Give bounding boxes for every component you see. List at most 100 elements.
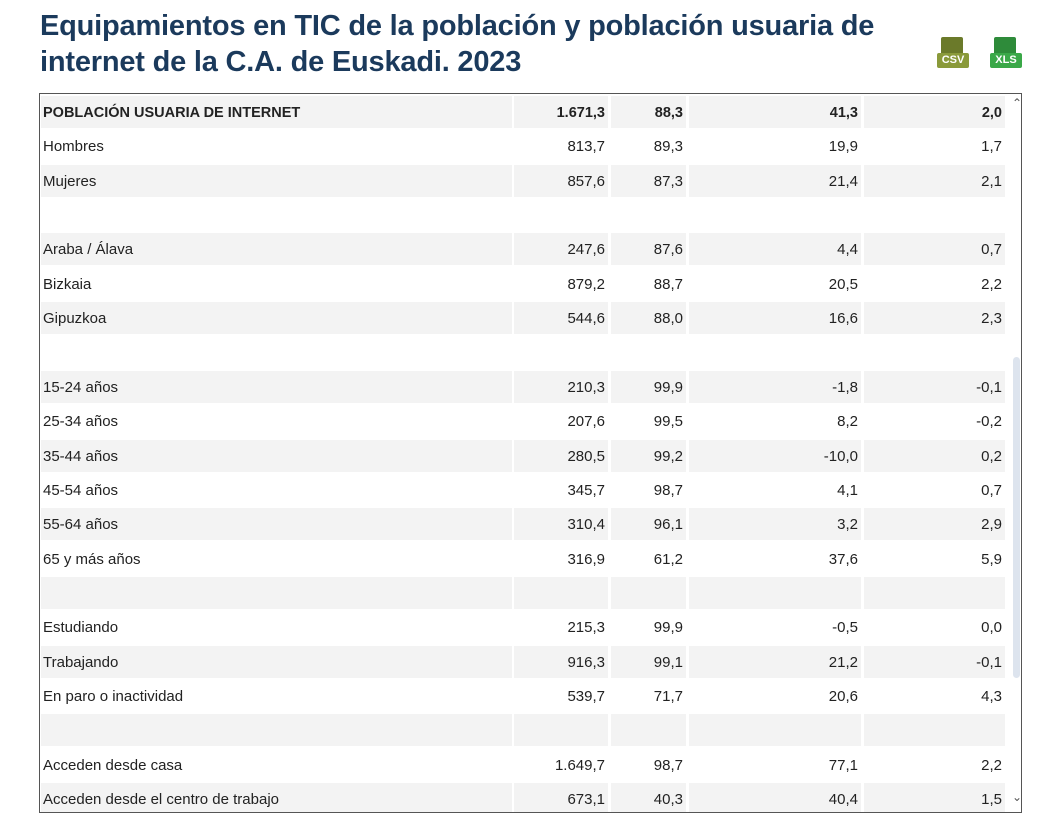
empty-cell: [611, 199, 686, 232]
empty-cell: [514, 714, 608, 747]
icon-label: CSV: [937, 53, 969, 68]
row-label: POBLACIÓN USUARIA DE INTERNET: [41, 96, 512, 128]
empty-cell: [689, 576, 861, 609]
table-cell: 98,7: [611, 473, 686, 506]
table-cell: 61,2: [611, 542, 686, 575]
row-label: 55-64 años: [41, 508, 512, 541]
table-cell: 857,6: [514, 164, 608, 197]
table-cell: -1,8: [689, 370, 861, 403]
table-cell: 19,9: [689, 130, 861, 163]
table-cell: 2,2: [864, 267, 1005, 300]
row-label: Hombres: [41, 130, 512, 163]
row-label: 25-34 años: [41, 405, 512, 438]
table-cell: 316,9: [514, 542, 608, 575]
table-cell: 4,1: [689, 473, 861, 506]
table-cell: 41,3: [689, 96, 861, 128]
empty-cell: [514, 336, 608, 369]
table-cell: -0,1: [864, 645, 1005, 678]
table-cell: 673,1: [514, 783, 608, 812]
empty-cell: [864, 576, 1005, 609]
table-cell: 20,6: [689, 679, 861, 712]
table-cell: 37,6: [689, 542, 861, 575]
table-cell: 77,1: [689, 748, 861, 781]
table-cell: 4,3: [864, 679, 1005, 712]
table-cell: 99,2: [611, 439, 686, 472]
table-cell: 2,0: [864, 96, 1005, 128]
table-cell: 87,3: [611, 164, 686, 197]
row-label: Araba / Álava: [41, 233, 512, 266]
table-cell: -0,2: [864, 405, 1005, 438]
row-label: Bizkaia: [41, 267, 512, 300]
table-cell: 88,3: [611, 96, 686, 128]
row-label: Trabajando: [41, 645, 512, 678]
table-container[interactable]: ⌃ ⌄ POBLACIÓN USUARIA DE INTERNET 1.671,3…: [39, 93, 1022, 813]
scrollbar-thumb[interactable]: [1013, 357, 1020, 678]
table-cell: 0,0: [864, 611, 1005, 644]
table-cell: 2,3: [864, 302, 1005, 335]
table-cell: 2,2: [864, 748, 1005, 781]
empty-cell: [514, 576, 608, 609]
page-title: Equipamientos en TIC de la población y p…: [40, 10, 875, 78]
empty-cell: [41, 199, 512, 232]
empty-cell: [514, 199, 608, 232]
row-label: Estudiando: [41, 611, 512, 644]
table-cell: 280,5: [514, 439, 608, 472]
table-cell: 539,7: [514, 679, 608, 712]
empty-cell: [689, 199, 861, 232]
table-cell: 99,5: [611, 405, 686, 438]
empty-cell: [689, 336, 861, 369]
icon-label: XLS: [990, 53, 1022, 68]
table-cell: 40,4: [689, 783, 861, 812]
table-cell: 210,3: [514, 370, 608, 403]
table-cell: 916,3: [514, 645, 608, 678]
row-label: Acceden desde casa: [41, 748, 512, 781]
table-cell: 88,7: [611, 267, 686, 300]
empty-cell: [611, 576, 686, 609]
table-cell: -0,5: [689, 611, 861, 644]
table-cell: 1,7: [864, 130, 1005, 163]
empty-cell: [41, 714, 512, 747]
xls-download[interactable]: XLS: [990, 37, 1022, 73]
table-cell: 88,0: [611, 302, 686, 335]
table-cell: 247,6: [514, 233, 608, 266]
table-cell: 99,1: [611, 645, 686, 678]
table-cell: 1.649,7: [514, 748, 608, 781]
table-cell: 544,6: [514, 302, 608, 335]
row-label: En paro o inactividad: [41, 679, 512, 712]
table-cell: 4,4: [689, 233, 861, 266]
table-cell: 71,7: [611, 679, 686, 712]
table-cell: 3,2: [689, 508, 861, 541]
table-cell: 96,1: [611, 508, 686, 541]
empty-cell: [611, 336, 686, 369]
table-cell: -10,0: [689, 439, 861, 472]
empty-cell: [689, 714, 861, 747]
table-cell: 0,2: [864, 439, 1005, 472]
table-cell: 0,7: [864, 473, 1005, 506]
table-cell: 813,7: [514, 130, 608, 163]
empty-cell: [864, 714, 1005, 747]
scroll-up[interactable]: ⌃: [1012, 96, 1022, 110]
table-cell: 2,9: [864, 508, 1005, 541]
table-cell: 5,9: [864, 542, 1005, 575]
empty-cell: [41, 336, 512, 369]
scroll-down[interactable]: ⌄: [1012, 790, 1022, 804]
row-label: 15-24 años: [41, 370, 512, 403]
row-label: 65 y más años: [41, 542, 512, 575]
row-label: 45-54 años: [41, 473, 512, 506]
table-cell: 21,2: [689, 645, 861, 678]
table-cell: 215,3: [514, 611, 608, 644]
csv-download[interactable]: CSV: [937, 37, 969, 73]
table-cell: 89,3: [611, 130, 686, 163]
table-cell: 345,7: [514, 473, 608, 506]
table-cell: 2,1: [864, 164, 1005, 197]
table-cell: 99,9: [611, 370, 686, 403]
table-cell: 98,7: [611, 748, 686, 781]
row-label: Gipuzkoa: [41, 302, 512, 335]
table-cell: 20,5: [689, 267, 861, 300]
row-label: 35-44 años: [41, 439, 512, 472]
row-label: Acceden desde el centro de trabajo: [41, 783, 512, 812]
table-cell: 8,2: [689, 405, 861, 438]
table-cell: 1,5: [864, 783, 1005, 812]
empty-cell: [41, 576, 512, 609]
table-cell: 310,4: [514, 508, 608, 541]
